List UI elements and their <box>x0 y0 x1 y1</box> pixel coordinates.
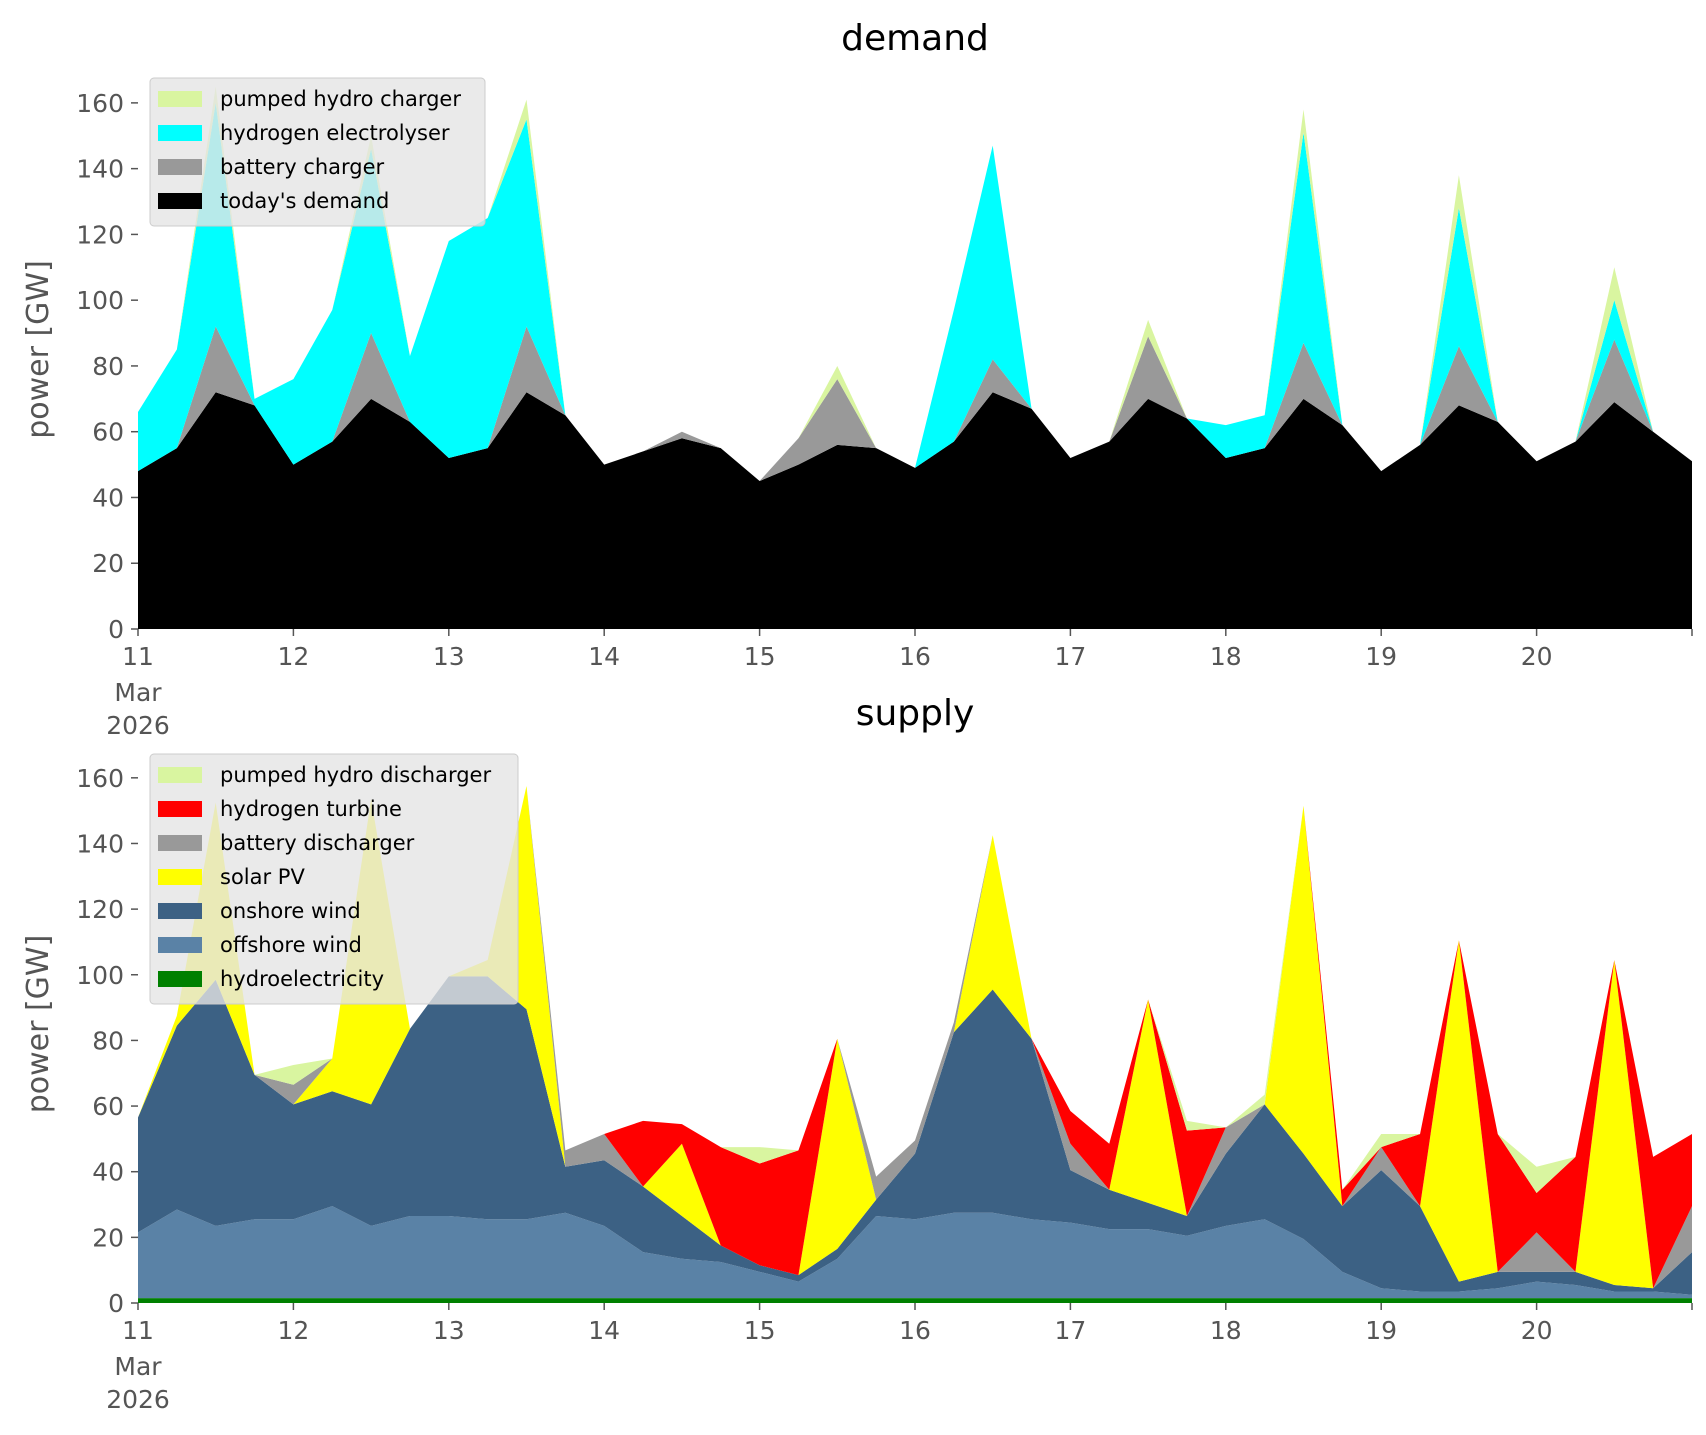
x-tick-extra-label: 2026 <box>106 711 170 740</box>
x-tick-label: 14 <box>588 642 620 671</box>
legend-label-hydrogen-electrolyser: hydrogen electrolyser <box>220 121 450 145</box>
legend-swatch-hydrogen-electrolyser <box>158 125 202 141</box>
x-tick-extra-label: Mar <box>114 678 162 707</box>
x-tick-label: 15 <box>744 642 776 671</box>
x-tick-label: 16 <box>899 1316 931 1345</box>
legend-label-offshore-wind: offshore wind <box>220 933 362 957</box>
x-tick-label: 17 <box>1054 642 1086 671</box>
y-tick-label: 80 <box>92 352 124 381</box>
y-tick-label: 140 <box>76 155 124 184</box>
y-tick-label: 120 <box>76 220 124 249</box>
legend-swatch-solar-pv <box>158 869 202 885</box>
panel-demand: demand 0 20 40 60 80 100 120 140 160 11 Mar 2026 12 13… <box>21 18 1693 740</box>
x-tick-extra-label: Mar <box>114 1352 162 1381</box>
x-tick-label: 20 <box>1521 642 1553 671</box>
legend: pumped hydro discharger hydrogen turbine b… <box>149 753 519 1005</box>
legend-label-battery-charger: battery charger <box>220 155 385 179</box>
chart-title: demand <box>841 18 989 59</box>
legend-swatch-onshore-wind <box>158 903 202 919</box>
area-battery-discharger <box>138 786 1692 1289</box>
legend-label-onshore-wind: onshore wind <box>220 899 361 923</box>
area-today-s-demand <box>138 392 1692 629</box>
legend-box <box>149 753 519 1005</box>
y-tick-label: 160 <box>76 89 124 118</box>
x-tick-label: 17 <box>1054 1316 1086 1345</box>
x-tick-label: 16 <box>899 642 931 671</box>
y-tick-label: 0 <box>108 1289 124 1318</box>
legend-swatch-offshore-wind <box>158 937 202 953</box>
legend: pumped hydro charger hydrogen electrolyse… <box>149 77 486 227</box>
chart-title: supply <box>856 693 975 734</box>
x-tick-label: 13 <box>433 1316 465 1345</box>
x-tick-label: 12 <box>277 642 309 671</box>
x-tick-label: 19 <box>1365 642 1397 671</box>
area-hydrogen-electrolyser <box>138 102 1692 482</box>
area-onshore-wind <box>138 976 1692 1295</box>
legend-swatch-battery-discharger <box>158 835 202 851</box>
legend-swatch-pumped-hydro-discharger <box>158 767 202 783</box>
legend-label-battery-discharger: battery discharger <box>220 831 415 855</box>
panel-supply: supply 0 20 40 60 80 100 120 140 160 11 Mar 2026 12 13… <box>21 693 1693 1414</box>
y-tick-label: 0 <box>108 615 124 644</box>
area-hydroelectricity <box>138 1298 1692 1303</box>
x-tick-extra-label: 2026 <box>106 1385 170 1414</box>
legend-label-today-s-demand: today's demand <box>220 189 389 213</box>
y-tick-label: 140 <box>76 829 124 858</box>
x-tick-label: 15 <box>744 1316 776 1345</box>
x-tick-label: 18 <box>1210 1316 1242 1345</box>
legend-swatch-pumped-hydro-charger <box>158 91 202 107</box>
y-tick-label: 120 <box>76 895 124 924</box>
x-tick-label: 14 <box>588 1316 620 1345</box>
area-battery-charger <box>138 326 1692 482</box>
x-tick-label: 13 <box>433 642 465 671</box>
x-tick-label: 11 <box>122 1316 154 1345</box>
area-offshore-wind <box>138 1206 1692 1299</box>
y-tick-label: 20 <box>92 549 124 578</box>
legend-label-hydroelectricity: hydroelectricity <box>220 967 384 991</box>
y-tick-label: 60 <box>92 1092 124 1121</box>
y-tick-label: 60 <box>92 418 124 447</box>
y-axis-label: power [GW] <box>21 260 56 439</box>
y-tick-label: 40 <box>92 1158 124 1187</box>
y-tick-label: 100 <box>76 961 124 990</box>
y-tick-label: 40 <box>92 483 124 512</box>
legend-box <box>149 77 486 227</box>
x-tick-label: 12 <box>277 1316 309 1345</box>
legend-swatch-hydrogen-turbine <box>158 801 202 817</box>
x-tick-label: 20 <box>1521 1316 1553 1345</box>
legend-swatch-battery-charger <box>158 159 202 175</box>
legend-swatch-hydroelectricity <box>158 971 202 987</box>
legend-swatch-today-s-demand <box>158 193 202 209</box>
legend-label-pumped-hydro-discharger: pumped hydro discharger <box>220 763 491 787</box>
y-tick-label: 160 <box>76 764 124 793</box>
x-tick-label: 11 <box>122 642 154 671</box>
y-axis-label: power [GW] <box>21 935 56 1114</box>
legend-label-pumped-hydro-charger: pumped hydro charger <box>220 87 461 111</box>
legend-label-solar-pv: solar PV <box>220 865 305 889</box>
y-tick-label: 20 <box>92 1223 124 1252</box>
x-tick-label: 18 <box>1210 642 1242 671</box>
legend-label-hydrogen-turbine: hydrogen turbine <box>220 797 402 821</box>
x-tick-label: 19 <box>1365 1316 1397 1345</box>
y-tick-label: 100 <box>76 286 124 315</box>
y-tick-label: 80 <box>92 1026 124 1055</box>
area-solar-pv <box>138 786 1692 1289</box>
